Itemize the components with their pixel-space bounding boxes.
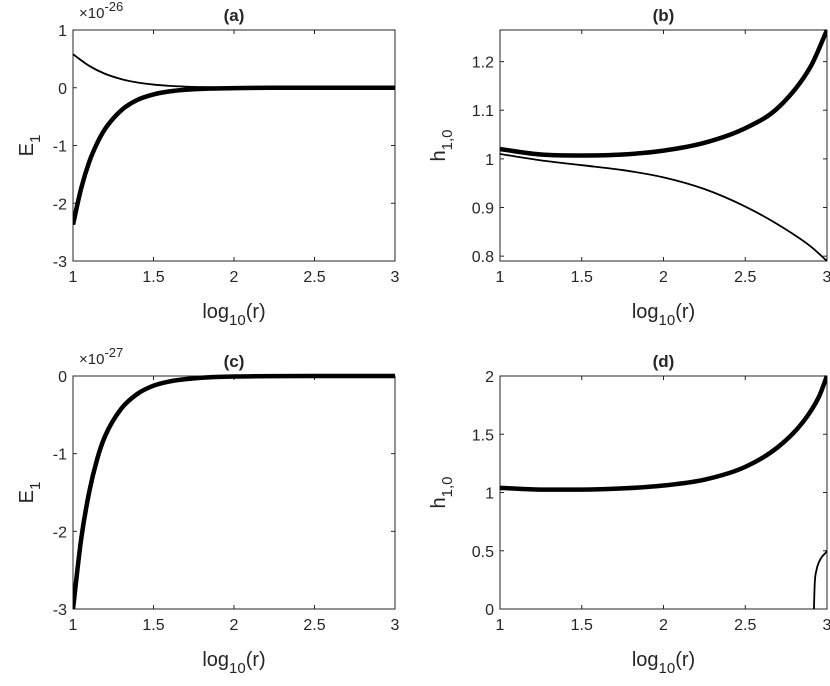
x-tick-label: 3 bbox=[391, 269, 400, 286]
x-axis-label-sub: 10 bbox=[659, 660, 676, 677]
x-tick-label: 1.5 bbox=[142, 269, 164, 286]
axes-box bbox=[499, 375, 828, 610]
y-tick-label: 0 bbox=[58, 369, 67, 386]
panel-title: (a) bbox=[224, 6, 245, 25]
series-line-thin bbox=[813, 550, 827, 610]
y-axis-label-main: E bbox=[16, 143, 38, 156]
x-tick-label: 3 bbox=[391, 617, 400, 634]
x-tick-label: 1 bbox=[496, 269, 505, 286]
x-axis-label-suffix: (r) bbox=[246, 301, 266, 323]
x-axis-label-suffix: (r) bbox=[675, 301, 695, 323]
series-line-thin bbox=[500, 153, 827, 262]
y-tick-label: 1.5 bbox=[472, 427, 494, 444]
x-tick-label: 3 bbox=[823, 617, 830, 634]
y-axis-label: h1,0 bbox=[428, 477, 456, 509]
y-tick-label: -2 bbox=[53, 524, 67, 541]
x-axis-label-sub: 10 bbox=[229, 312, 246, 329]
y-tick-label: 0.5 bbox=[472, 544, 494, 561]
x-tick-label: 1.5 bbox=[142, 617, 164, 634]
x-axis-label-suffix: (r) bbox=[675, 649, 695, 671]
panel-title: (c) bbox=[224, 352, 245, 371]
x-axis-label: log10(r) bbox=[202, 649, 265, 677]
x-axis-label-main: log bbox=[632, 301, 659, 323]
series-line-thick bbox=[500, 29, 827, 158]
x-tick-label: 1 bbox=[496, 617, 505, 634]
y-tick-label: 1 bbox=[485, 152, 494, 169]
y-tick-label: -2 bbox=[53, 196, 67, 213]
x-tick-label: 1.5 bbox=[571, 617, 593, 634]
y-axis-label-main: E bbox=[16, 490, 38, 503]
exponent-base: ×10 bbox=[79, 351, 104, 368]
y-axis-label: E1 bbox=[16, 482, 44, 504]
x-tick-label: 1 bbox=[69, 617, 78, 634]
y-tick-label: 2 bbox=[485, 369, 494, 386]
panel-title: (d) bbox=[653, 352, 675, 371]
y-tick-label: 0 bbox=[58, 81, 67, 98]
y-tick-label: 1 bbox=[485, 486, 494, 503]
y-tick-label: 0.8 bbox=[472, 249, 494, 266]
x-tick-label: 2.5 bbox=[734, 617, 756, 634]
x-tick-label: 1 bbox=[69, 269, 78, 286]
y-tick-label: 0.9 bbox=[472, 201, 494, 218]
x-tick-label: 1.5 bbox=[571, 269, 593, 286]
x-axis-label: log10(r) bbox=[632, 649, 695, 677]
x-tick-label: 2 bbox=[659, 269, 668, 286]
y-axis-label: h1,0 bbox=[428, 130, 456, 162]
exponent-base: ×10 bbox=[79, 5, 104, 22]
y-axis-label-sub: 1,0 bbox=[439, 477, 456, 498]
x-axis-label-main: log bbox=[202, 649, 229, 671]
y-tick-label: 1.1 bbox=[472, 103, 494, 120]
x-tick-label: 2.5 bbox=[303, 269, 325, 286]
y-axis-label-main: h bbox=[428, 497, 450, 508]
x-tick-label: 2 bbox=[230, 617, 239, 634]
panel-title: (b) bbox=[653, 6, 675, 25]
exponent-label: ×10-26 bbox=[79, 0, 123, 22]
y-tick-label: 0 bbox=[485, 602, 494, 619]
y-tick-label: 1.2 bbox=[472, 55, 494, 72]
y-axis-label-sub: 1 bbox=[27, 482, 44, 490]
axes-box bbox=[72, 29, 396, 262]
y-axis-label: E1 bbox=[16, 135, 44, 157]
x-axis-label-suffix: (r) bbox=[246, 649, 266, 671]
x-axis-label: log10(r) bbox=[632, 301, 695, 329]
series-line-thick bbox=[73, 373, 395, 610]
x-tick-label: 3 bbox=[823, 269, 830, 286]
x-axis-label-main: log bbox=[632, 649, 659, 671]
panel-d: 1 1.5 2 2.5 3 2 1.5 1 0.5 0 (d) log10(r) h1,0 bbox=[428, 352, 830, 677]
panel-b: 1 1.5 2 2.5 3 1.2 1.1 1 0.9 0.8 (b) log10(r) h1,0 bbox=[428, 6, 830, 329]
x-axis-label: log10(r) bbox=[202, 301, 265, 329]
axes-box bbox=[499, 29, 828, 262]
y-axis-label-sub: 1 bbox=[27, 135, 44, 143]
y-tick-label: -3 bbox=[53, 602, 67, 619]
y-tick-label: -1 bbox=[53, 139, 67, 156]
y-tick-label: -1 bbox=[53, 447, 67, 464]
x-tick-label: 2.5 bbox=[734, 269, 756, 286]
y-tick-label: 1 bbox=[58, 23, 67, 40]
exponent-power: -26 bbox=[104, 0, 123, 14]
x-axis-label-sub: 10 bbox=[659, 312, 676, 329]
y-axis-label-sub: 1,0 bbox=[439, 130, 456, 151]
exponent-power: -27 bbox=[104, 345, 123, 360]
series-line-thick bbox=[500, 375, 827, 492]
exponent-label: ×10-27 bbox=[79, 345, 123, 368]
x-tick-label: 2 bbox=[230, 269, 239, 286]
x-axis-label-main: log bbox=[202, 301, 229, 323]
series-line-thin bbox=[73, 53, 395, 89]
series-line-thick bbox=[73, 85, 395, 226]
x-axis-label-sub: 10 bbox=[229, 660, 246, 677]
y-axis-label-main: h bbox=[428, 150, 450, 161]
x-tick-label: 2 bbox=[659, 617, 668, 634]
x-tick-label: 2.5 bbox=[303, 617, 325, 634]
y-tick-label: -3 bbox=[53, 254, 67, 271]
